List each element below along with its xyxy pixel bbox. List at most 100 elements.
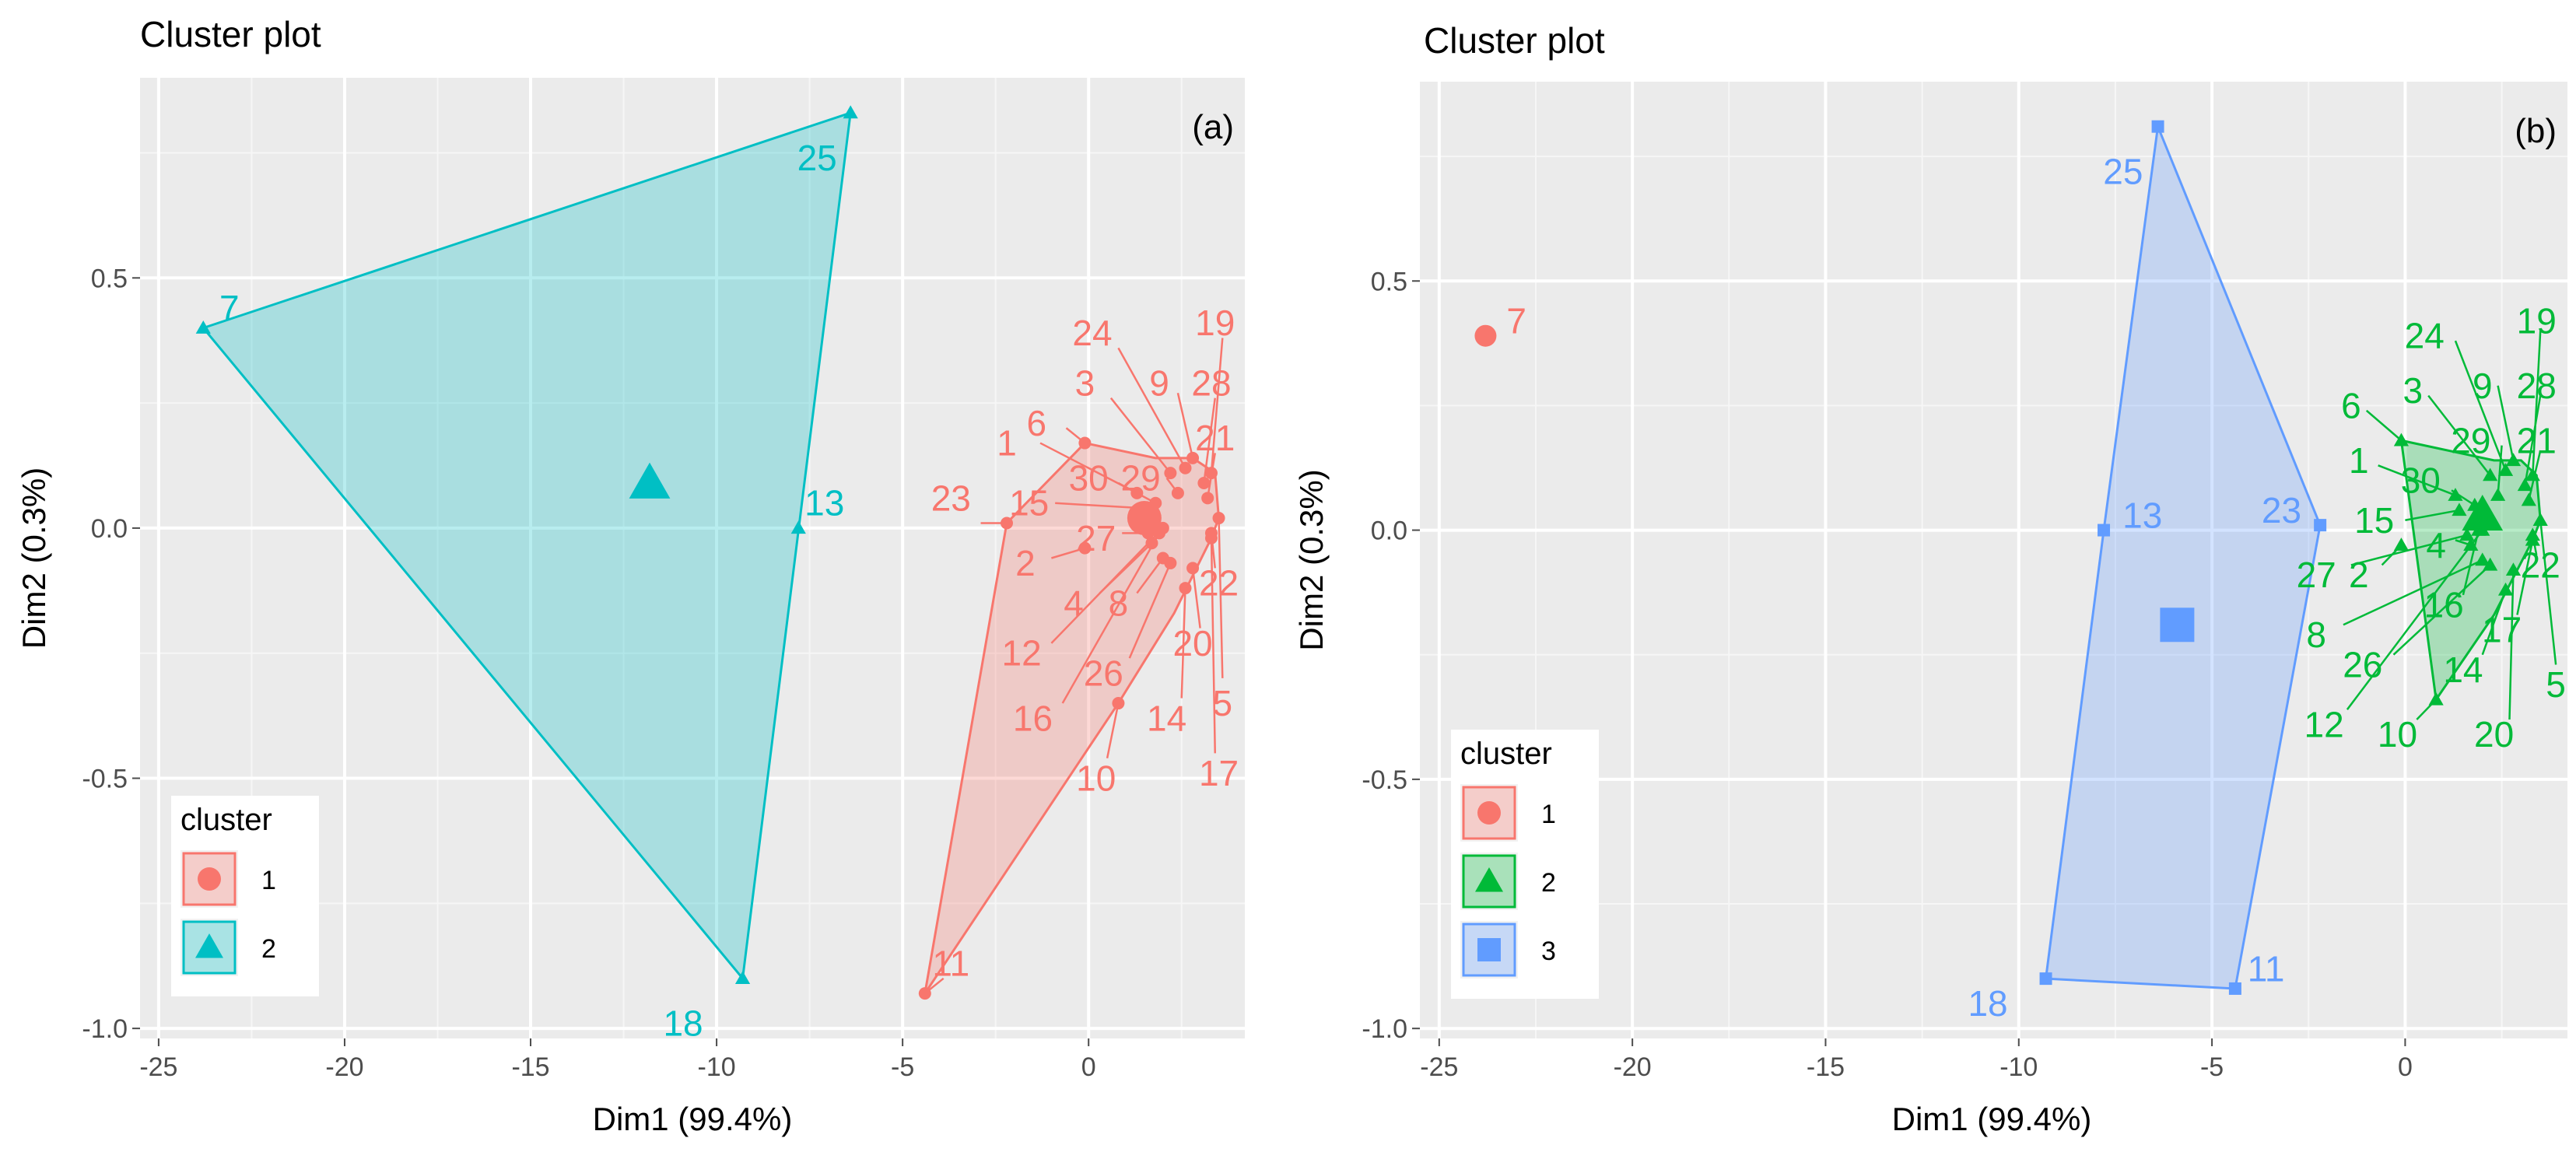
point-label-28: 28 [1191, 362, 1231, 403]
data-point-26 [1164, 556, 1177, 569]
point-label-22: 22 [1199, 563, 1239, 604]
data-point-14 [2497, 582, 2514, 596]
point-label-9: 9 [1149, 362, 1169, 403]
point-label-13: 13 [2122, 495, 2162, 535]
data-point-19 [1204, 467, 1218, 480]
y-tick-label: -0.5 [82, 765, 128, 794]
point-label-2: 2 [2349, 555, 2369, 595]
x-tick-label: -20 [1614, 1052, 1652, 1082]
legend-title: cluster [1460, 737, 1552, 771]
y-tick-label: 0.5 [1371, 267, 1407, 296]
point-label-29: 29 [2451, 420, 2490, 460]
point-label-26: 26 [2343, 645, 2382, 685]
point-label-27: 27 [2297, 555, 2336, 595]
data-point-13 [790, 520, 806, 534]
leader-line-28 [2524, 395, 2542, 486]
point-label-8: 8 [1109, 583, 1129, 623]
point-label-12: 12 [2304, 704, 2344, 744]
point-label-3: 3 [1075, 362, 1095, 403]
x-tick-label: -25 [139, 1052, 177, 1082]
cluster-3-hull [2044, 121, 2322, 990]
data-point-21 [1201, 492, 1214, 505]
point-label-6: 6 [2341, 385, 2361, 425]
leader-line-5 [1218, 518, 1224, 678]
leader-line-8 [2343, 558, 2483, 626]
legend-label-2: 2 [261, 934, 276, 964]
point-label-4: 4 [2426, 525, 2446, 565]
leader-line-24 [1117, 347, 1186, 469]
point-label-13: 13 [804, 483, 844, 523]
data-point-28 [2517, 478, 2532, 492]
leader-line-15 [2405, 509, 2460, 521]
legend-marker-2-icon [195, 933, 223, 958]
data-point-25 [2151, 120, 2164, 133]
cluster-2-center [2462, 494, 2504, 531]
data-point-28 [1197, 477, 1211, 490]
panel-tag: (a) [1192, 108, 1234, 146]
data-point-27 [2459, 527, 2475, 541]
point-label-9: 9 [2473, 366, 2493, 406]
data-point-25 [843, 105, 858, 119]
data-point-10 [2428, 692, 2444, 706]
point-label-25: 25 [2103, 151, 2143, 191]
leader-line-28 [1203, 397, 1216, 484]
point-label-30: 30 [1069, 458, 1109, 499]
data-point-15 [2452, 502, 2467, 516]
legend-label-3: 3 [1541, 937, 1556, 966]
data-point-6 [1078, 436, 1092, 450]
point-label-19: 19 [1195, 303, 1235, 343]
leader-line-16 [2462, 530, 2480, 596]
data-point-23 [1001, 516, 1014, 530]
data-point-24 [1179, 461, 1192, 474]
point-label-20: 20 [2474, 714, 2514, 755]
data-point-8 [2475, 552, 2490, 566]
point-label-21: 21 [2517, 420, 2557, 460]
point-label-18: 18 [663, 1003, 703, 1044]
x-tick-label: 0 [2398, 1052, 2413, 1082]
data-point-21 [2521, 492, 2536, 506]
leader-line-15 [1055, 502, 1141, 509]
leader-line-19 [2532, 331, 2542, 476]
data-point-1 [2448, 488, 2463, 501]
point-label-14: 14 [1147, 698, 1186, 738]
cluster-2-center [629, 462, 671, 499]
legend-marker-3-icon [1477, 938, 1501, 961]
point-label-3: 3 [2403, 370, 2424, 411]
leader-line-5 [2539, 520, 2557, 665]
leader-line-19 [1210, 338, 1224, 474]
data-point-26 [2483, 557, 2498, 571]
y-tick-label: 0.0 [91, 514, 128, 544]
data-point-5 [2532, 513, 2548, 526]
point-label-8: 8 [2306, 615, 2326, 655]
leader-line-14 [1180, 588, 1186, 699]
point-label-26: 26 [1084, 653, 1123, 693]
data-point-4 [1145, 537, 1158, 550]
y-axis-label: Dim2 (0.3%) [1293, 469, 1330, 650]
chart-title: Cluster plot [140, 14, 321, 54]
leader-line-14 [2481, 590, 2507, 656]
point-label-29: 29 [1121, 458, 1161, 499]
x-axis-label: Dim1 (99.4%) [593, 1101, 793, 1137]
leader-line-17 [1210, 537, 1217, 754]
data-point-29 [1171, 486, 1184, 499]
data-point-17 [1204, 531, 1218, 544]
point-label-11: 11 [2248, 948, 2285, 989]
data-point-2 [1078, 541, 1092, 555]
legend-marker-1-icon [198, 867, 221, 891]
data-point-2 [2393, 537, 2410, 551]
point-label-17: 17 [1199, 753, 1239, 793]
panel-a: Cluster plot -25 -20 -15 -10 -5 0 -1.0 -0.5 0.0 0.… [16, 14, 1245, 1137]
point-label-23: 23 [931, 478, 971, 518]
plot-background [140, 78, 1245, 1038]
point-label-7: 7 [219, 288, 240, 328]
data-point-11 [918, 987, 931, 1000]
leader-line-29 [2497, 445, 2503, 495]
legend-label-1: 1 [1541, 800, 1556, 829]
point-label-27: 27 [1076, 518, 1116, 558]
leader-line-3 [2427, 394, 2491, 476]
leader-line-10 [1106, 702, 1120, 759]
data-point-11 [2228, 982, 2241, 995]
legend-label-2: 2 [1541, 868, 1556, 898]
y-tick-label: -1.0 [1362, 1014, 1407, 1044]
